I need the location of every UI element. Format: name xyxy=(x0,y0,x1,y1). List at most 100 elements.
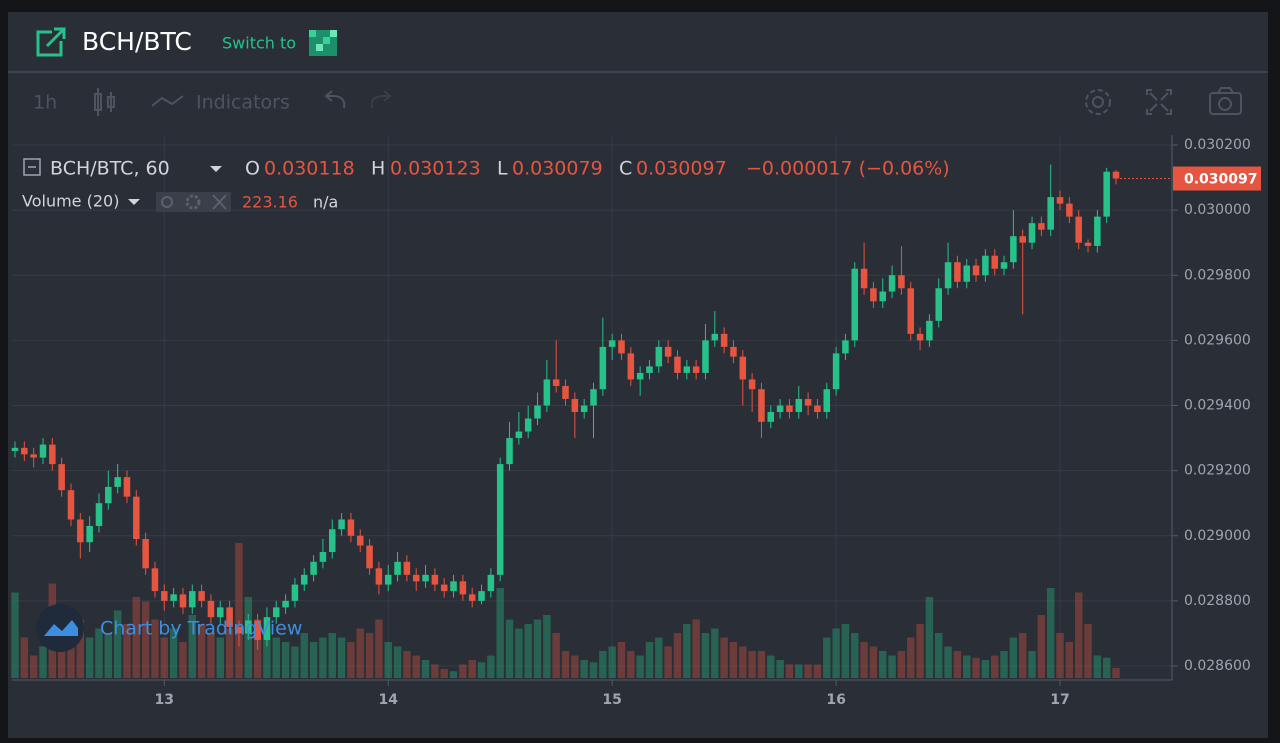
volume-bar xyxy=(169,628,178,678)
candle-body xyxy=(272,607,280,618)
last-price-box xyxy=(1173,166,1261,191)
interval-button[interactable]: 1h xyxy=(33,92,57,114)
volume-bar xyxy=(1074,592,1083,678)
candle-body xyxy=(459,581,467,595)
x-tick-label: 16 xyxy=(826,692,845,708)
candle-body xyxy=(879,291,887,302)
candle-body xyxy=(562,385,569,399)
fullscreen-icon[interactable] xyxy=(1146,89,1172,115)
volume-bar xyxy=(990,655,999,678)
candle-body xyxy=(758,389,765,422)
candle-body xyxy=(851,268,859,341)
candle-body xyxy=(814,405,821,413)
x-tick-label: 17 xyxy=(1050,692,1069,708)
volume-bar xyxy=(440,669,448,678)
candle-body xyxy=(823,389,831,413)
volume-bar xyxy=(561,651,570,678)
candle-type-icon[interactable] xyxy=(94,88,115,116)
candle-body xyxy=(860,268,868,289)
volume-bar xyxy=(365,633,374,678)
indicators-button[interactable]: Indicators xyxy=(196,92,290,114)
close-letter: C xyxy=(619,158,632,180)
redo-icon[interactable] xyxy=(370,90,392,109)
candle-body xyxy=(123,477,131,497)
volume-bar xyxy=(888,655,896,678)
candle-body xyxy=(515,431,523,439)
candle-body xyxy=(954,262,961,282)
candle-body xyxy=(58,464,65,491)
candle-body xyxy=(450,581,457,592)
candle-body xyxy=(366,545,373,569)
candle-body xyxy=(478,591,485,601)
y-tick-label: 0.030000 xyxy=(1184,202,1251,218)
switch-link[interactable]: Switch to xyxy=(222,34,296,53)
candle-body xyxy=(133,496,140,540)
volume-bar xyxy=(673,633,682,678)
volume-bar xyxy=(1112,667,1120,678)
candle-body xyxy=(898,275,905,289)
candle-body xyxy=(77,519,84,543)
candle-body xyxy=(888,275,896,292)
snapshot-icon[interactable] xyxy=(1209,87,1242,115)
volume-bar xyxy=(281,642,290,678)
volume-bar xyxy=(95,628,103,678)
candle-body xyxy=(39,444,47,458)
candle-body xyxy=(1028,223,1036,243)
volume-bar xyxy=(869,646,878,678)
volume-bar xyxy=(291,646,299,678)
low-letter: L xyxy=(497,158,508,180)
volume-bar xyxy=(207,633,215,678)
y-tick-label: 0.029800 xyxy=(1184,267,1251,283)
candle-body xyxy=(1047,197,1054,230)
indicators-icon[interactable] xyxy=(151,95,184,107)
candle-body xyxy=(198,591,205,601)
y-tick-label: 0.029000 xyxy=(1184,528,1251,544)
volume-bar xyxy=(347,642,355,678)
candle-body xyxy=(11,447,19,452)
candle-body xyxy=(739,356,747,380)
candle-body xyxy=(506,438,513,465)
volume-bar xyxy=(235,543,243,678)
volume-bar xyxy=(944,646,952,678)
volume-bar xyxy=(319,637,327,678)
candle-body xyxy=(1112,171,1120,179)
x-tick-label: 15 xyxy=(602,692,621,708)
candle-body xyxy=(1094,216,1101,246)
candle-body xyxy=(356,535,364,546)
volume-bar xyxy=(67,633,75,678)
candle-body xyxy=(767,412,775,422)
volume-bar xyxy=(804,664,812,678)
volume-bar xyxy=(729,642,738,678)
undo-icon[interactable] xyxy=(324,90,346,109)
candle-body xyxy=(440,584,448,592)
volume-bar xyxy=(925,597,934,678)
candle-body xyxy=(179,594,187,608)
plot-area xyxy=(12,135,1172,680)
watermark[interactable]: Chart by TradingView xyxy=(36,604,302,652)
candle-body xyxy=(217,607,224,618)
volume-bar xyxy=(617,642,626,678)
settings-icon[interactable] xyxy=(1085,89,1111,115)
candle-body xyxy=(534,405,541,419)
candle-body xyxy=(926,320,933,341)
watermark-text[interactable]: Chart by TradingView xyxy=(100,618,302,640)
exchange-logo[interactable] xyxy=(309,30,337,56)
volume-bar xyxy=(1065,642,1074,678)
candle-body xyxy=(319,552,327,562)
volume-bar xyxy=(188,615,197,678)
volume-bar xyxy=(20,637,29,678)
candle-body xyxy=(543,379,551,406)
volume-bar xyxy=(375,619,383,678)
candle-body xyxy=(552,379,560,386)
candle-body xyxy=(142,539,149,569)
candle-body xyxy=(720,333,728,347)
volume-bar xyxy=(123,624,131,678)
candle-body xyxy=(347,519,355,536)
volume-bar xyxy=(1046,588,1055,678)
volume-bar xyxy=(776,660,784,678)
volume-bar xyxy=(403,651,411,678)
candle-body xyxy=(263,617,271,640)
volume-bar xyxy=(1084,624,1092,678)
candle-body xyxy=(161,591,168,601)
volume-bar xyxy=(160,637,169,678)
